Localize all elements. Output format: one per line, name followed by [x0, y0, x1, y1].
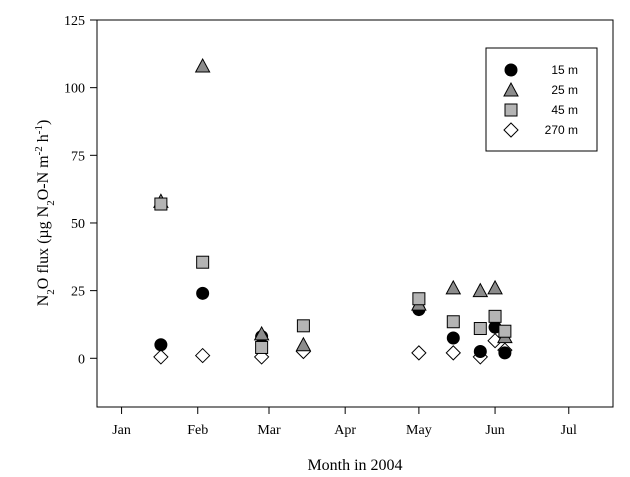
data-point-triangle — [295, 336, 312, 352]
y-axis: 0 25 50 75 100 125 — [64, 14, 97, 367]
x-tick-label: Apr — [334, 423, 356, 438]
y-tick-label: 0 — [78, 352, 85, 367]
x-tick-label: Mar — [257, 423, 281, 438]
data-point-square — [154, 197, 168, 211]
y-tick-label: 100 — [64, 82, 85, 97]
legend-label: 45 m — [551, 103, 578, 117]
legend-marker-circle — [504, 63, 518, 77]
y-tick-label: 50 — [71, 217, 85, 232]
data-point-square — [196, 255, 210, 269]
x-tick-label: Jul — [561, 423, 577, 438]
y-tick-label: 125 — [64, 14, 85, 29]
legend-label: 15 m — [551, 63, 578, 77]
x-tick-label: May — [406, 423, 432, 438]
x-tick-label: Jan — [112, 423, 131, 438]
legend: 15 m 25 m 45 m 270 m — [485, 47, 598, 152]
legend-label: 25 m — [551, 83, 578, 97]
plot-frame — [96, 19, 614, 408]
data-point-triangle — [253, 325, 270, 341]
data-point-square — [296, 319, 310, 333]
data-point-square — [498, 324, 512, 338]
data-point-square — [488, 309, 502, 323]
data-point-circle — [498, 346, 512, 360]
data-point-square — [446, 315, 460, 329]
legend-marker-diamond — [503, 122, 519, 138]
data-point-circle — [446, 331, 460, 345]
data-point-triangle — [194, 57, 211, 73]
legend-marker-square — [504, 103, 518, 117]
y-axis-title: N2O flux (µg N2O-N m-2 h-1) — [33, 120, 57, 307]
data-point-triangle — [487, 279, 503, 295]
data-point-diamond — [411, 345, 427, 361]
data-points — [153, 57, 513, 365]
data-point-square — [255, 340, 269, 354]
data-point-diamond — [194, 347, 211, 364]
data-point-square — [412, 292, 426, 306]
data-point-circle — [196, 286, 210, 300]
legend-label: 270 m — [545, 123, 578, 137]
data-point-triangle — [445, 279, 462, 295]
legend-marker-triangle — [503, 81, 519, 97]
legend-box — [485, 47, 598, 152]
y-tick-label: 25 — [71, 285, 85, 300]
data-point-triangle — [472, 282, 489, 298]
x-axis-title: Month in 2004 — [307, 457, 402, 474]
x-tick-label: Feb — [187, 423, 208, 438]
data-point-square — [473, 322, 487, 336]
data-point-diamond — [445, 345, 461, 361]
x-tick-label: Jun — [485, 423, 504, 438]
x-axis: Jan Feb Mar Apr May Jun Jul — [112, 407, 577, 438]
y-tick-label: 75 — [71, 149, 85, 164]
data-point-circle — [473, 345, 487, 359]
data-point-circle — [154, 338, 168, 352]
data-point-diamond — [153, 349, 169, 365]
